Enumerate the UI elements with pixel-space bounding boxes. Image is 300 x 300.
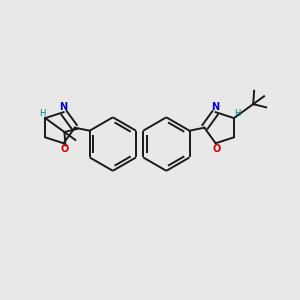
Text: O: O (212, 144, 221, 154)
Text: H: H (234, 109, 240, 118)
Text: N: N (212, 102, 220, 112)
Text: O: O (60, 144, 68, 154)
Text: H: H (39, 109, 46, 118)
Text: N: N (59, 102, 68, 112)
